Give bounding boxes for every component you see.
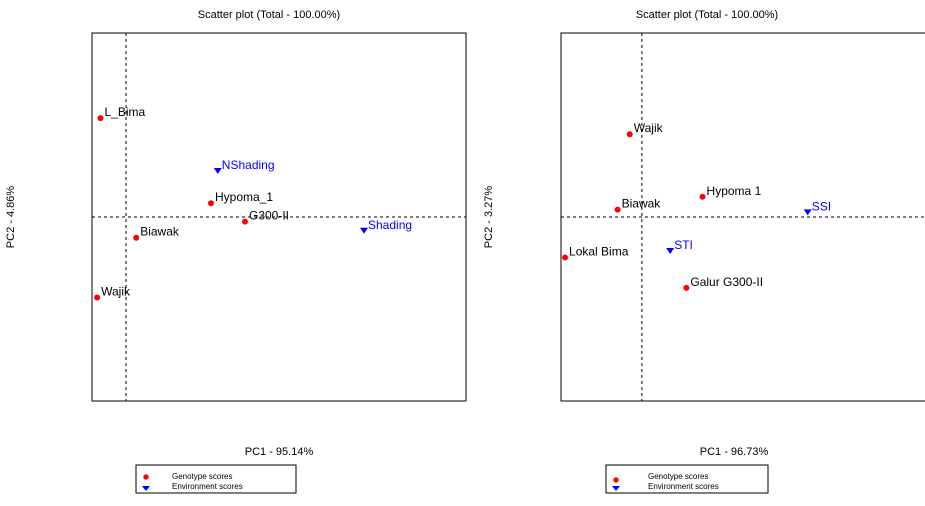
genotype-point (562, 254, 569, 261)
genotype-point-label: Hypoma 1 (707, 184, 762, 198)
legend-genotype-label: Genotype scores (172, 472, 232, 481)
genotype-point-label: Biawak (140, 225, 180, 239)
chart-title: Scatter plot (Total - 100.00%) (636, 9, 778, 21)
legend-genotype-marker (143, 474, 149, 480)
genotype-point (699, 193, 706, 200)
genotype-point-label: Galur G300-II (690, 275, 763, 289)
legend-frame (135, 464, 297, 494)
y-axis-label: PC2 - 3.27% (483, 186, 495, 249)
environment-point-label: STI (674, 238, 693, 252)
environment-point (360, 227, 368, 234)
genotype-point (626, 131, 633, 138)
legend-environment-label: Environment scores (172, 482, 243, 491)
environment-point-label: NShading (222, 158, 275, 172)
scatter-plot-right: Scatter plot (Total - 100.00%) PC1 - 96.… (483, 9, 925, 494)
scatter-plot-left: Scatter plot (Total - 100.00%) PC1 - 95.… (5, 9, 467, 494)
genotype-point-label: Lokal Bima (569, 244, 629, 258)
x-axis-label: PC1 - 95.14% (245, 446, 314, 458)
genotype-point (133, 234, 140, 241)
genotype-point-label: Wajik (634, 121, 664, 135)
y-axis-label: PC2 - 4.86% (5, 186, 17, 249)
legend-genotype-label: Genotype scores (648, 472, 708, 481)
genotype-point-label: Biawak (622, 197, 662, 211)
chart-title: Scatter plot (Total - 100.00%) (198, 9, 340, 21)
genotype-point (614, 206, 621, 213)
genotype-point-label: L_Bima (105, 105, 146, 119)
genotype-point-label: Hypoma_1 (215, 190, 273, 204)
legend-environment-marker (612, 486, 620, 491)
genotype-point-label: Wajik (101, 285, 131, 299)
environment-point-label: SSI (812, 199, 831, 213)
legend-frame (605, 464, 769, 494)
legend-box: Genotype scores Environment scores (135, 464, 297, 494)
genotype-point (242, 218, 248, 225)
genotype-point-label: G300-II (249, 209, 289, 223)
legend-genotype-marker (613, 477, 619, 483)
environment-point (803, 209, 812, 216)
environment-point-label: Shading (368, 218, 412, 232)
genotype-point (208, 200, 214, 207)
genotype-point (94, 294, 101, 301)
genotype-point (97, 115, 104, 122)
x-axis-label: PC1 - 96.73% (700, 446, 769, 458)
legend-environment-marker (142, 486, 150, 491)
genotype-point (683, 284, 690, 291)
environment-point (666, 248, 675, 255)
environment-point (213, 168, 222, 174)
legend-box: Genotype scores Environment scores (605, 464, 769, 494)
legend-environment-label: Environment scores (648, 482, 719, 491)
